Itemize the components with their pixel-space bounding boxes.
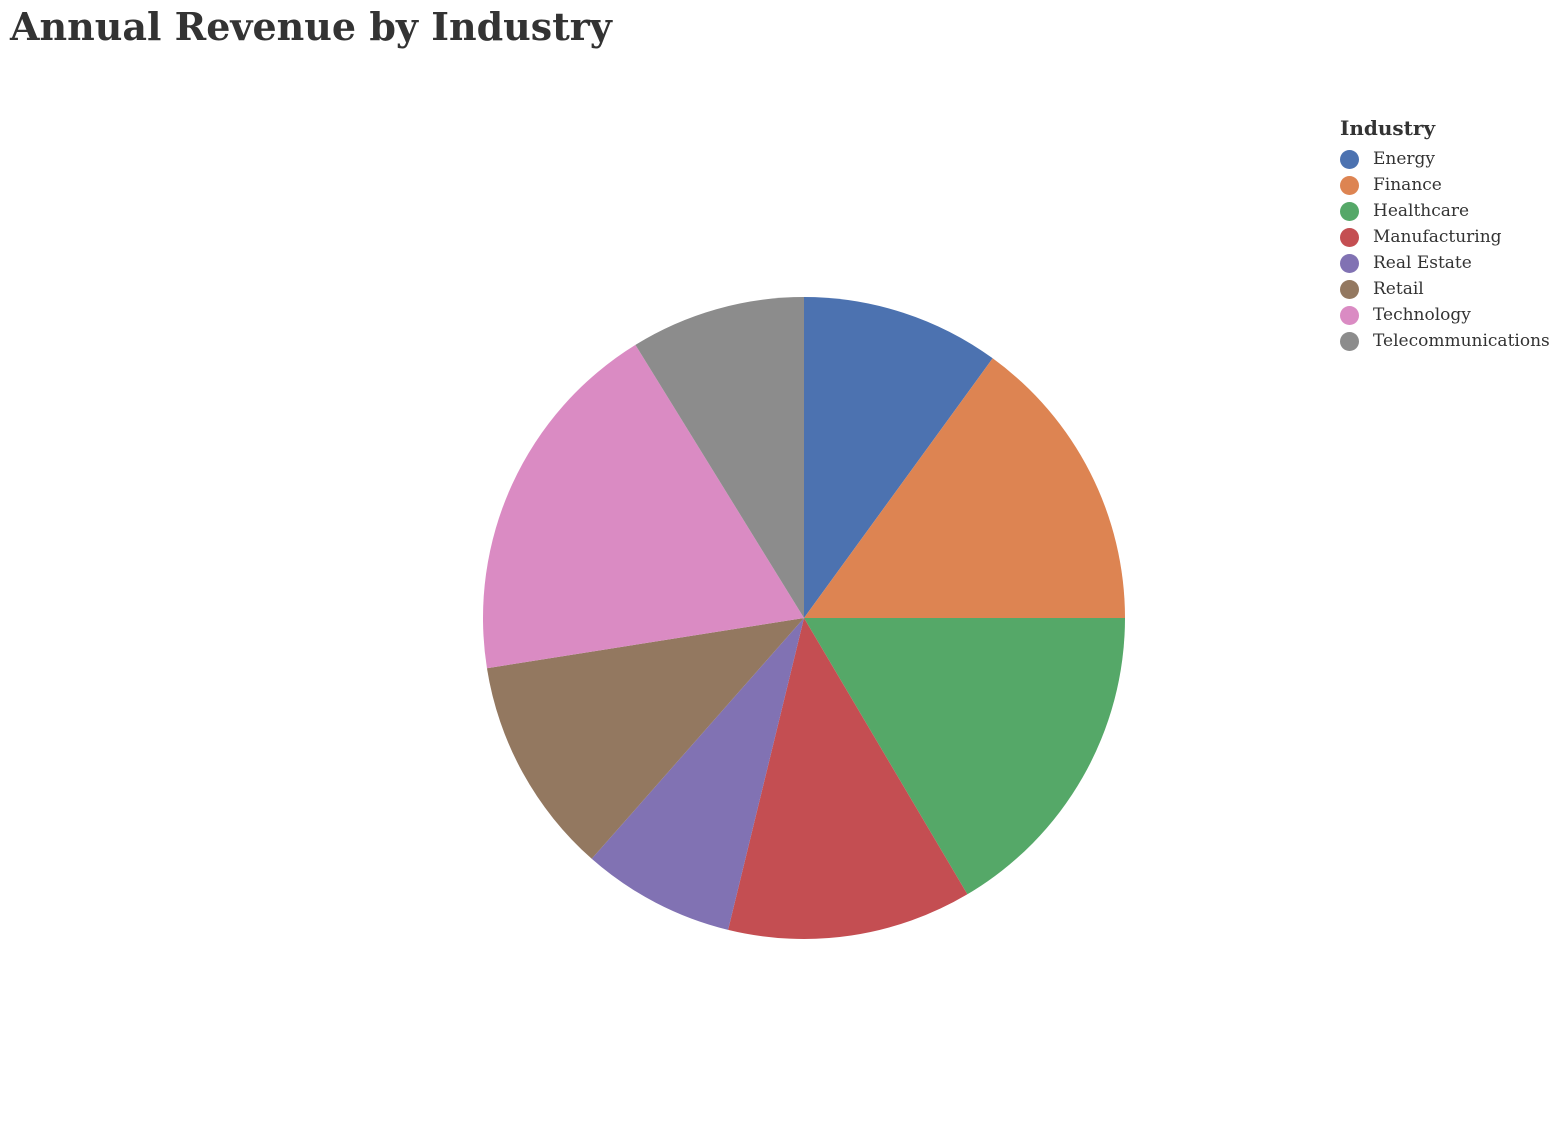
legend-swatch [1340, 305, 1359, 325]
legend-swatch [1340, 149, 1359, 169]
pie-slice-retail [486, 618, 804, 859]
pie-slice-finance [804, 358, 1125, 618]
legend-swatch [1340, 175, 1359, 195]
legend: Industry Energy Finance Healthcare Manufact… [1340, 116, 1550, 354]
legend-label: Real Estate [1373, 253, 1472, 273]
legend-label: Technology [1373, 305, 1471, 325]
legend-label: Telecommunications [1373, 331, 1550, 351]
legend-item-technology: Technology [1340, 302, 1550, 328]
legend-label: Finance [1373, 175, 1442, 195]
legend-title: Industry [1340, 116, 1436, 140]
legend-label: Manufacturing [1373, 227, 1502, 247]
legend-swatch [1340, 253, 1359, 273]
chart-title: Annual Revenue by Industry [10, 4, 612, 49]
legend-label: Energy [1373, 149, 1436, 169]
legend-item-real-estate: Real Estate [1340, 250, 1550, 276]
pie-slices [482, 297, 1125, 939]
pie-slice-telecommunications [635, 297, 804, 618]
legend-swatch [1340, 331, 1359, 351]
legend-item-manufacturing: Manufacturing [1340, 224, 1550, 250]
legend-label: Retail [1373, 279, 1424, 299]
legend-swatch [1340, 279, 1359, 299]
pie-slice-real-estate [591, 618, 804, 930]
pie-slice-manufacturing [728, 618, 968, 939]
pie-slice-energy [804, 297, 993, 618]
legend-items: Energy Finance Healthcare Manufacturing Real… [1340, 146, 1550, 354]
legend-item-telecommunications: Telecommunications [1340, 328, 1550, 354]
legend-item-energy: Energy [1340, 146, 1550, 172]
legend-item-retail: Retail [1340, 276, 1550, 302]
pie-slice-technology [482, 344, 804, 669]
legend-label: Healthcare [1373, 201, 1470, 221]
pie-slice-healthcare [804, 618, 1125, 895]
legend-swatch [1340, 227, 1359, 247]
legend-item-finance: Finance [1340, 172, 1550, 198]
legend-swatch [1340, 201, 1359, 221]
legend-item-healthcare: Healthcare [1340, 198, 1550, 224]
